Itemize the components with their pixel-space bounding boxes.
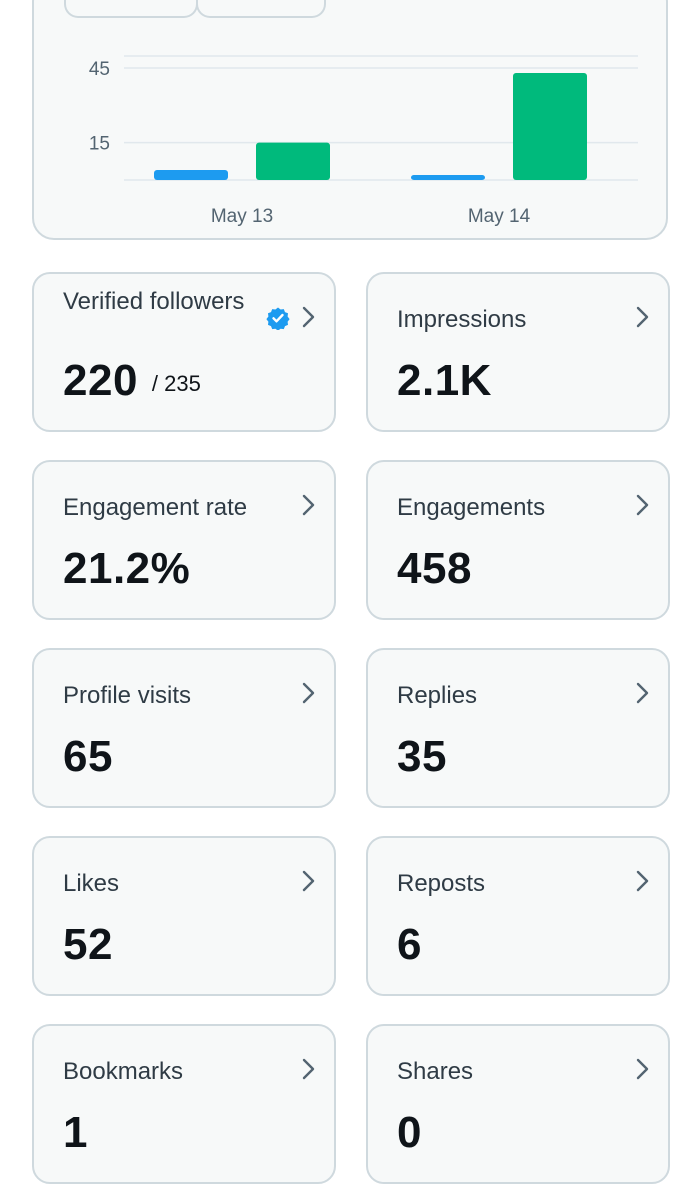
metric-label: Impressions <box>397 306 527 333</box>
bar-green[interactable] <box>513 72 587 180</box>
metric-value-wrap: 1 <box>63 1108 88 1158</box>
metric-card-shares[interactable]: Shares 0 <box>366 1024 670 1184</box>
metric-value: 65 <box>63 732 113 781</box>
metric-value: 458 <box>397 544 472 593</box>
metric-value: 1 <box>63 1108 88 1157</box>
metric-value-wrap: 220 / 235 <box>63 356 201 406</box>
metric-label: Engagements <box>397 494 546 521</box>
chevron-right-icon[interactable] <box>298 492 320 518</box>
metric-sub-value: / 235 <box>151 371 201 396</box>
metric-card-verified-followers[interactable]: Verified followers 220 / 235 <box>32 272 336 432</box>
chevron-right-icon[interactable] <box>632 680 654 706</box>
metric-card-engagement-rate[interactable]: Engagement rate 21.2% <box>32 460 336 620</box>
metric-label: Verified followers <box>63 288 245 315</box>
metric-value: 6 <box>397 920 422 969</box>
bar-blue[interactable] <box>154 170 228 180</box>
bar-blue[interactable] <box>411 175 485 180</box>
chevron-right-icon[interactable] <box>298 1056 320 1082</box>
metric-value: 0 <box>397 1108 422 1157</box>
chevron-right-icon[interactable] <box>632 1056 654 1082</box>
metric-card-profile-visits[interactable]: Profile visits 65 <box>32 648 336 808</box>
y-tick-label: 45 <box>89 59 110 80</box>
metric-value-wrap: 35 <box>397 732 447 782</box>
chevron-right-icon[interactable] <box>298 304 320 330</box>
chevron-right-icon[interactable] <box>632 304 654 330</box>
metric-label: Profile visits <box>63 682 192 709</box>
metric-label: Bookmarks <box>63 1058 184 1085</box>
chevron-right-icon[interactable] <box>298 868 320 894</box>
metric-value-wrap: 52 <box>63 920 113 970</box>
metric-label: Replies <box>397 682 478 709</box>
metric-value-wrap: 21.2% <box>63 544 190 594</box>
metric-label: Likes <box>63 870 120 897</box>
metric-value-wrap: 65 <box>63 732 113 782</box>
metric-label: Engagement rate <box>63 494 248 521</box>
metric-value: 2.1K <box>397 356 492 405</box>
x-tick-label: May 13 <box>211 206 273 227</box>
bar-chart: 45 15 May 13 May 14 <box>89 55 638 227</box>
metric-card-engagements[interactable]: Engagements 458 <box>366 460 670 620</box>
bar-green[interactable] <box>256 142 330 180</box>
chevron-right-icon[interactable] <box>632 868 654 894</box>
metric-value: 52 <box>63 920 113 969</box>
metric-value: 21.2% <box>63 544 191 593</box>
metric-value-wrap: 458 <box>397 544 472 594</box>
chevron-right-icon[interactable] <box>632 492 654 518</box>
metric-card-reposts[interactable]: Reposts 6 <box>366 836 670 996</box>
metric-card-impressions[interactable]: Impressions 2.1K <box>366 272 670 432</box>
metric-label: Reposts <box>397 870 486 897</box>
metric-card-replies[interactable]: Replies 35 <box>366 648 670 808</box>
metric-card-bookmarks[interactable]: Bookmarks 1 <box>32 1024 336 1184</box>
chevron-right-icon[interactable] <box>298 680 320 706</box>
x-tick-label: May 14 <box>468 206 531 227</box>
metric-value-wrap: 0 <box>397 1108 422 1158</box>
chart-card: 45 15 May 13 May 14 <box>32 0 668 240</box>
metric-value: 35 <box>397 732 447 781</box>
chart-filter-pill[interactable] <box>196 0 326 18</box>
y-tick-label: 15 <box>89 134 110 155</box>
metric-value: 220 <box>63 356 138 405</box>
metric-value-wrap: 6 <box>397 920 422 970</box>
metric-card-likes[interactable]: Likes 52 <box>32 836 336 996</box>
verified-badge-icon <box>266 307 290 330</box>
metric-label: Shares <box>397 1058 474 1085</box>
metric-value-wrap: 2.1K <box>397 356 492 406</box>
